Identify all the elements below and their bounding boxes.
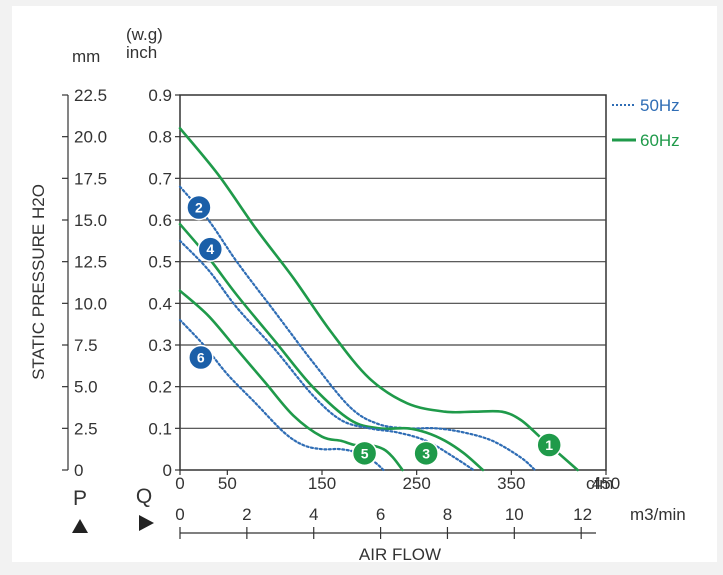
inch-unit-label-top: (w.g) <box>126 25 163 44</box>
x-m3min-tick-label: 12 <box>573 505 592 524</box>
mm-unit-label: mm <box>72 47 100 66</box>
y-inch-tick-label: 0.3 <box>148 336 172 355</box>
x-cfm-tick-label: 150 <box>308 474 336 493</box>
grid-lines <box>180 136 606 429</box>
y-mm-tick-label: 12.5 <box>74 253 107 272</box>
curve-badge-label-2: 2 <box>195 200 203 216</box>
axes: 00.10.20.30.40.50.60.70.80.902.55.07.510… <box>62 86 620 539</box>
curve-badge-label-5: 5 <box>361 445 369 461</box>
cfm-unit-label: cfm <box>586 474 613 493</box>
curve-badge-label-1: 1 <box>545 437 553 453</box>
inch-unit-label-bottom: inch <box>126 43 157 62</box>
curve-1 <box>178 127 579 472</box>
y-mm-tick-label: 15.0 <box>74 211 107 230</box>
legend: 50Hz 60Hz <box>612 96 680 150</box>
x-cfm-tick-label: 450 <box>592 474 620 493</box>
p-marker-label: P <box>73 487 87 510</box>
curve-3 <box>178 222 485 472</box>
y-inch-tick-label: 0.9 <box>148 86 172 105</box>
x-cfm-tick-label: 50 <box>218 474 237 493</box>
x-cfm-tick-label: 250 <box>402 474 430 493</box>
y-mm-tick-label: 2.5 <box>74 419 98 438</box>
curve-labels: 1 2 3 4 5 6 <box>186 194 562 467</box>
y-mm-tick-label: 10.0 <box>74 294 107 313</box>
x-m3min-tick-label: 4 <box>309 505 318 524</box>
x-m3min-tick-label: 6 <box>376 505 385 524</box>
curve-badge-label-4: 4 <box>206 241 214 257</box>
m3min-unit-label: m3/min <box>630 505 686 524</box>
y-inch-tick-label: 0.6 <box>148 211 172 230</box>
y-axis-title: STATIC PRESSURE H2O <box>29 184 48 380</box>
p-triangle-icon <box>72 519 88 533</box>
x-m3min-tick-label: 8 <box>443 505 452 524</box>
y-mm-tick-label: 22.5 <box>74 86 107 105</box>
legend-60hz-label: 60Hz <box>640 131 680 150</box>
curve-badge-label-3: 3 <box>422 445 430 461</box>
x-axis-title: AIR FLOW <box>359 545 441 564</box>
curve-badge-4 <box>197 236 224 262</box>
plot-area <box>179 94 607 471</box>
curve-badge-6 <box>188 344 214 371</box>
y-inch-tick-label: 0.2 <box>148 378 172 397</box>
curve-badge-label-6: 6 <box>197 350 205 366</box>
q-triangle-icon <box>139 515 154 531</box>
x-cfm-tick-label: 350 <box>497 474 525 493</box>
y-inch-tick-label: 0 <box>163 461 172 480</box>
x-m3min-tick-label: 10 <box>505 505 524 524</box>
y-mm-tick-label: 20.0 <box>74 128 107 147</box>
x-m3min-tick-label: 0 <box>175 505 184 524</box>
x-m3min-tick-label: 2 <box>242 505 251 524</box>
y-inch-tick-label: 0.7 <box>148 169 172 188</box>
curve-5 <box>178 289 404 472</box>
y-mm-tick-label: 0 <box>74 461 83 480</box>
curve-badge-3 <box>413 440 439 467</box>
curve-badge-5 <box>351 440 378 467</box>
y-inch-tick-label: 0.1 <box>148 419 172 438</box>
x-cfm-tick-label: 0 <box>175 474 184 493</box>
y-mm-tick-label: 17.5 <box>74 169 107 188</box>
y-inch-tick-label: 0.8 <box>148 128 172 147</box>
curve-2 <box>178 185 537 472</box>
curve-badge-1 <box>536 432 562 458</box>
y-mm-tick-label: 7.5 <box>74 336 98 355</box>
legend-50hz-label: 50Hz <box>640 96 680 115</box>
y-inch-tick-label: 0.5 <box>148 253 172 272</box>
curve-badge-2 <box>186 194 212 221</box>
y-inch-tick-label: 0.4 <box>148 294 172 313</box>
q-marker-label: Q <box>136 485 152 508</box>
y-mm-tick-label: 5.0 <box>74 378 98 397</box>
